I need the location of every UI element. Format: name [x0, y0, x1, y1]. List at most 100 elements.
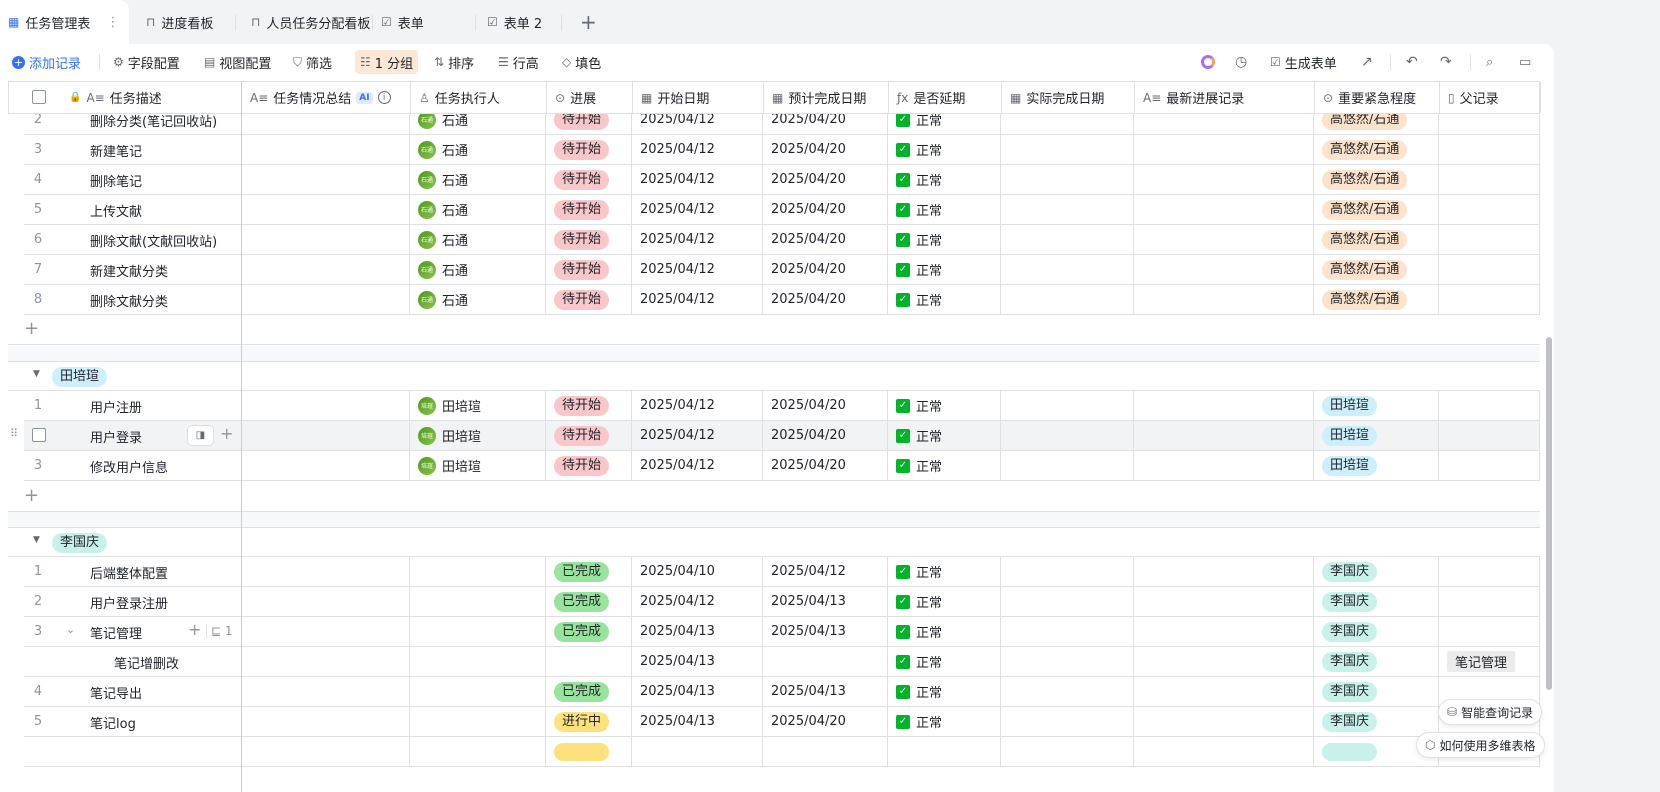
cell-executor[interactable]: [410, 557, 546, 586]
cell-summary[interactable]: [241, 285, 410, 314]
smart-query-button[interactable]: ⛁ 智能查询记录: [1438, 699, 1543, 725]
cell-start[interactable]: 2025/04/12: [632, 195, 763, 224]
how-to-use-button[interactable]: ⬡ 如何使用多维表格: [1416, 732, 1545, 758]
cell-progress[interactable]: 待开始: [546, 285, 632, 314]
cell-actual[interactable]: [1001, 707, 1134, 736]
add-subrecord-icon[interactable]: +: [188, 620, 202, 639]
table-row[interactable]: 8 删除文献分类 石通 石通 待开始 2025/04/12 2025/04/20 ✓ 正常 高悠然…: [24, 285, 1540, 315]
cell-executor[interactable]: 石通 石通: [410, 255, 546, 284]
cell-priority[interactable]: 李国庆: [1314, 617, 1439, 646]
cell-parent[interactable]: [1439, 225, 1540, 254]
cell-due[interactable]: 2025/04/20: [763, 255, 888, 284]
expand-chevron-icon[interactable]: ⌄: [66, 623, 76, 636]
cell-parent[interactable]: [1439, 421, 1540, 450]
cell-latest[interactable]: [1134, 587, 1314, 616]
cell-start[interactable]: 2025/04/12: [632, 451, 763, 480]
add-view-button[interactable]: +: [580, 10, 597, 34]
cell-actual[interactable]: [1001, 391, 1134, 420]
cell-progress[interactable]: 待开始: [546, 225, 632, 254]
more-vertical-icon[interactable]: ⋮: [106, 14, 120, 30]
task-description[interactable]: 用户登录: [90, 431, 143, 446]
cell-summary[interactable]: [241, 105, 410, 134]
table-row[interactable]: 4 笔记导出 已完成 2025/04/13 2025/04/13 ✓ 正常 李国庆: [24, 677, 1540, 707]
cell-summary[interactable]: [241, 225, 410, 254]
cell-parent[interactable]: [1439, 105, 1540, 134]
cell-executor[interactable]: 石通 石通: [410, 105, 546, 134]
cell-progress[interactable]: 待开始: [546, 195, 632, 224]
cell-latest[interactable]: [1134, 105, 1314, 134]
cell-priority[interactable]: 高悠然/石通: [1314, 135, 1439, 164]
cell-delayed[interactable]: ✓ 正常: [888, 255, 1001, 284]
cell-latest[interactable]: [1134, 421, 1314, 450]
cell-due[interactable]: 2025/04/20: [763, 165, 888, 194]
column-header-0[interactable]: 🔒 A≡ 任务描述: [61, 82, 242, 113]
table-row[interactable]: 3 笔记管理 ⌄ + ⊑ 1 已完成 2025/04/13 2025/04/13 ✓ 正常 李国庆: [24, 617, 1540, 647]
cell-progress[interactable]: 待开始: [546, 165, 632, 194]
cell-executor[interactable]: 石通 石通: [410, 195, 546, 224]
task-description[interactable]: 删除文献分类: [90, 295, 169, 310]
cell-progress[interactable]: 待开始: [546, 255, 632, 284]
table-row[interactable]: 笔记增删改 2025/04/13 ✓ 正常 李国庆 笔记管理: [24, 647, 1540, 677]
cell-summary[interactable]: [241, 707, 410, 736]
cell-progress[interactable]: 待开始: [546, 105, 632, 134]
cell-actual[interactable]: [1001, 677, 1134, 706]
cell-summary[interactable]: [241, 165, 410, 194]
cell-executor[interactable]: 石通 石通: [410, 165, 546, 194]
cell-due[interactable]: 2025/04/13: [763, 677, 888, 706]
tab-0[interactable]: ▦ 任务管理表 ⋮: [0, 0, 130, 44]
cell-delayed[interactable]: ✓ 正常: [888, 707, 1001, 736]
cell-actual[interactable]: [1001, 135, 1134, 164]
cell-latest[interactable]: [1134, 557, 1314, 586]
cell-parent[interactable]: [1439, 285, 1540, 314]
cell-priority[interactable]: 高悠然/石通: [1314, 285, 1439, 314]
parent-record-tag[interactable]: 笔记管理: [1447, 651, 1516, 672]
table-row[interactable]: [24, 737, 1540, 767]
cell-due[interactable]: [763, 737, 888, 766]
column-header-3[interactable]: ⊙ 进展: [547, 82, 633, 113]
vertical-scrollbar[interactable]: [1546, 337, 1552, 690]
cell-priority[interactable]: 李国庆: [1314, 647, 1439, 676]
cell-parent[interactable]: [1439, 195, 1540, 224]
cell-executor[interactable]: 培瑄 田培瑄: [410, 391, 546, 420]
cell-due[interactable]: 2025/04/20: [763, 135, 888, 164]
cell-due[interactable]: 2025/04/20: [763, 105, 888, 134]
cell-latest[interactable]: [1134, 285, 1314, 314]
table-row[interactable]: 5 笔记log 进行中 2025/04/13 2025/04/20 ✓ 正常 李国庆: [24, 707, 1540, 737]
cell-start[interactable]: 2025/04/12: [632, 255, 763, 284]
expand-record-button[interactable]: ◨: [187, 425, 214, 446]
cell-summary[interactable]: [241, 647, 410, 676]
cell-actual[interactable]: [1001, 105, 1134, 134]
cell-parent[interactable]: [1439, 707, 1540, 736]
cell-progress[interactable]: 待开始: [546, 421, 632, 450]
cell-progress[interactable]: 待开始: [546, 391, 632, 420]
cell-delayed[interactable]: ✓ 正常: [888, 647, 1001, 676]
column-header-9[interactable]: ⊙ 重要紧急程度: [1315, 82, 1440, 113]
task-description[interactable]: 笔记增删改: [114, 657, 180, 672]
cell-actual[interactable]: [1001, 617, 1134, 646]
cell-executor[interactable]: 石通 石通: [410, 285, 546, 314]
cell-due[interactable]: 2025/04/12: [763, 557, 888, 586]
cell-summary[interactable]: [241, 557, 410, 586]
cell-priority[interactable]: 李国庆: [1314, 557, 1439, 586]
tab-2[interactable]: ⊓ 人员任务分配看板: [251, 0, 370, 44]
cell-latest[interactable]: [1134, 165, 1314, 194]
cell-latest[interactable]: [1134, 707, 1314, 736]
cell-summary[interactable]: [241, 617, 410, 646]
filter-button[interactable]: ⛉ 筛选: [290, 50, 335, 74]
task-description[interactable]: 删除文献(文献回收站): [90, 235, 218, 250]
cell-start[interactable]: 2025/04/12: [632, 391, 763, 420]
cell-due[interactable]: 2025/04/20: [763, 451, 888, 480]
cell-delayed[interactable]: ✓ 正常: [888, 195, 1001, 224]
cell-start[interactable]: [632, 737, 763, 766]
cell-due[interactable]: 2025/04/20: [763, 707, 888, 736]
cell-latest[interactable]: [1134, 255, 1314, 284]
cell-actual[interactable]: [1001, 165, 1134, 194]
cell-actual[interactable]: [1001, 285, 1134, 314]
cell-start[interactable]: 2025/04/13: [632, 647, 763, 676]
task-description[interactable]: 用户注册: [90, 401, 143, 416]
cell-delayed[interactable]: ✓ 正常: [888, 557, 1001, 586]
cell-due[interactable]: 2025/04/20: [763, 391, 888, 420]
cell-latest[interactable]: [1134, 737, 1314, 766]
cell-latest[interactable]: [1134, 647, 1314, 676]
cell-delayed[interactable]: ✓ 正常: [888, 165, 1001, 194]
